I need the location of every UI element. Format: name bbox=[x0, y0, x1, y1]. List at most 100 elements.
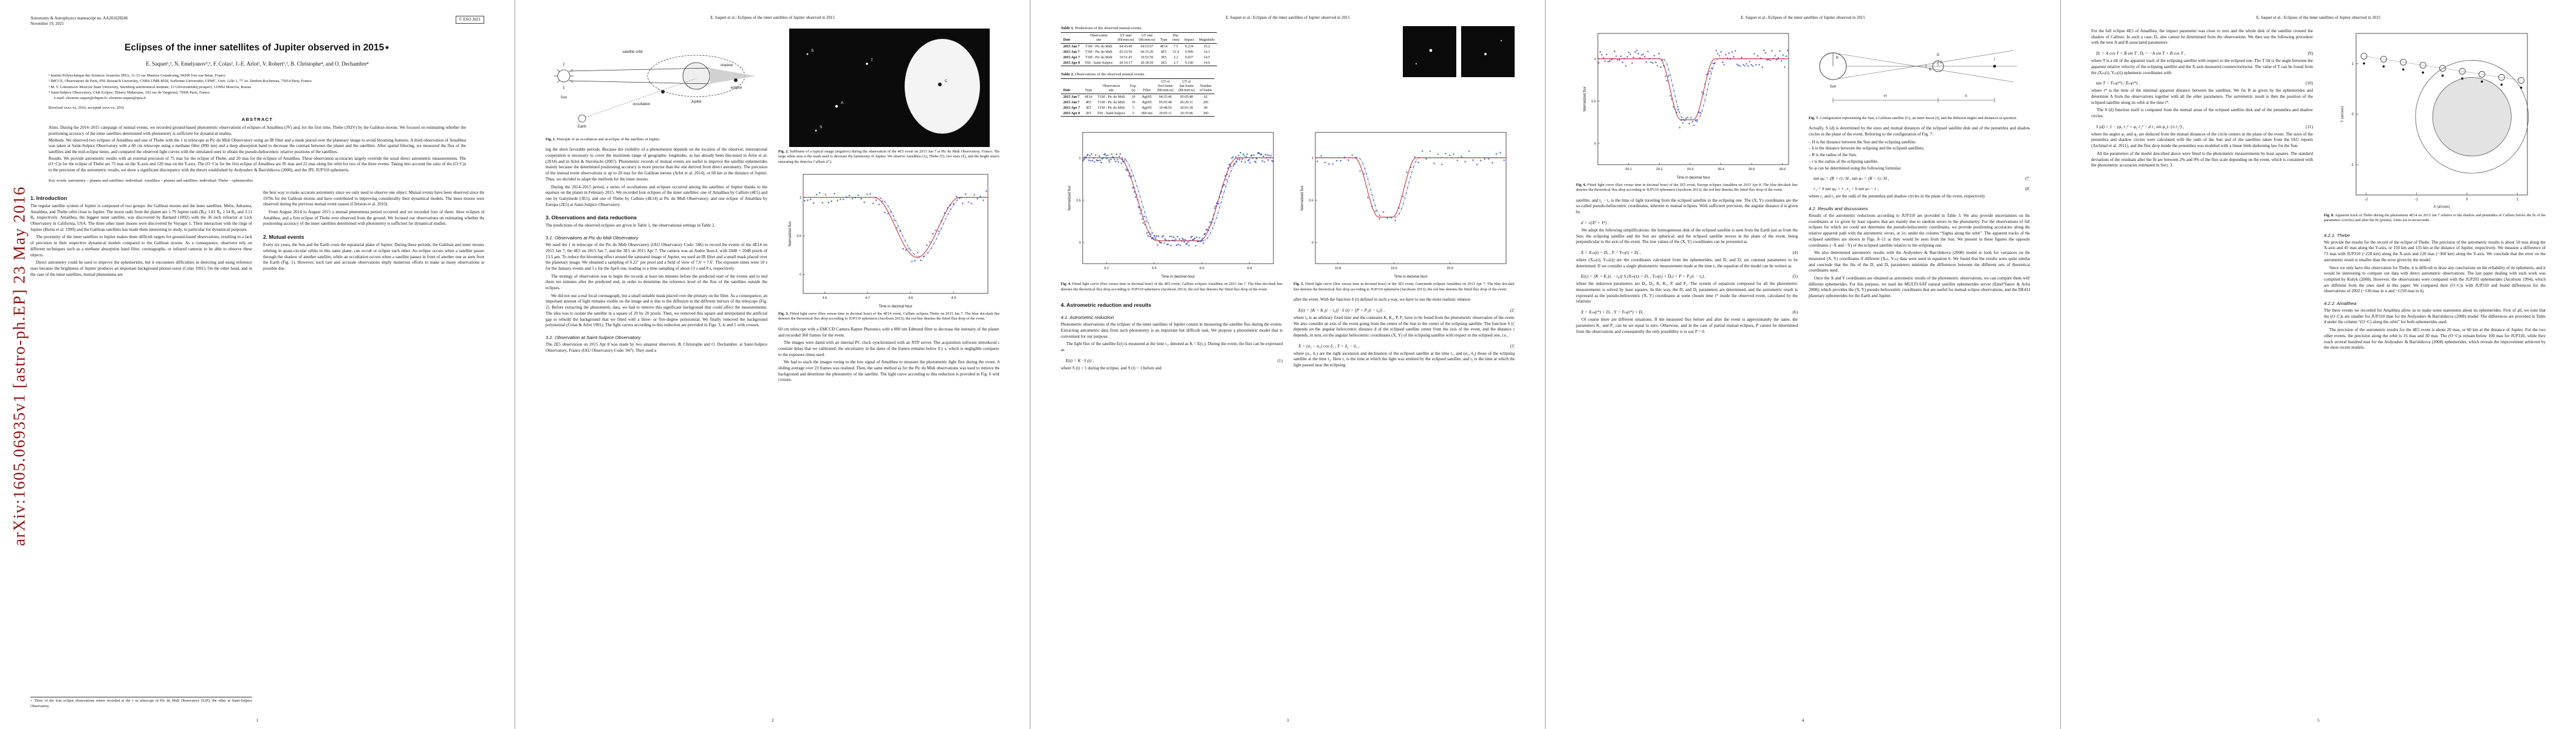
column-header: Type bbox=[1082, 78, 1095, 95]
table-title-label: Table 2. bbox=[1061, 72, 1074, 77]
equation-number: (4) bbox=[1792, 249, 1798, 255]
equation-5: E(tᵢ) = [K + K₁(tᵢ − t₀)] S (Xₜₕ(tᵢ) + D… bbox=[1581, 273, 1798, 279]
table-cell: 2E5 bbox=[1085, 111, 1092, 115]
table-2: Date Type Observation site Exp. (s) Filter UT… bbox=[1061, 78, 1394, 117]
equation-body: X = (α₂ − α₁) cos δ₁ , Y = δ₂ − δ₁ , bbox=[1298, 343, 1360, 349]
tables-area: Table 1. Predictions of the observed mut… bbox=[1061, 26, 1515, 123]
table-1: Date Observation site UT start (hh:mm:ss) U… bbox=[1061, 32, 1394, 67]
paragraph: Of course there are different situations… bbox=[1576, 317, 1798, 334]
figure-caption: Fig. 5. Fitted light curve (flux versus … bbox=[1293, 282, 1515, 292]
equation-1: E(t) = K · S (t) , (1) bbox=[1066, 358, 1283, 363]
table-title-text: Predictions of the observed mutual event… bbox=[1075, 26, 1142, 30]
svg-text:20.2: 20.2 bbox=[1656, 168, 1662, 171]
star-dot bbox=[806, 53, 808, 55]
figure-caption-text: Fitted light curve (flux versus time in … bbox=[778, 312, 999, 321]
figure-caption-label: Fig. 7. bbox=[1809, 116, 1819, 120]
definition-item: – R is the radius of the Sun; bbox=[1809, 152, 1857, 158]
fig3-lightcurve-plot: 4.6 4.7 4.8 4.9 0 0.5 1 Time in decimal hour Nor… bbox=[789, 174, 988, 309]
keywords-line: Key words. astrometry – planets and sate… bbox=[48, 178, 253, 183]
left-column: Sun Earth Jupiter satellite orbit eclips… bbox=[546, 29, 767, 711]
table-row: 2015 Jan 7 T1M - Pic du Midi 05:23:56 06:15… bbox=[1061, 49, 1217, 55]
svg-text:Time in decimal hour: Time in decimal hour bbox=[1676, 176, 1710, 180]
table-cell: 20:03:38 bbox=[1180, 106, 1193, 110]
table-cell: 49 bbox=[1204, 106, 1208, 110]
equation-7: tan φₚ = (R + r) ∕ H , tan φₛ = (R − r) … bbox=[1814, 176, 2030, 181]
tangent-line bbox=[1832, 50, 2014, 80]
svg-text:Normalized flux: Normalized flux bbox=[789, 221, 792, 246]
paragraph: For the full eclipse 4E5 of Amalthea, th… bbox=[2091, 29, 2313, 46]
table-cell: 2015 Apr 7 bbox=[1063, 55, 1080, 60]
table-cell: 2.2 bbox=[1173, 55, 1179, 60]
svg-text:5.2: 5.2 bbox=[1104, 267, 1109, 270]
svg-text:6.0: 6.0 bbox=[1199, 267, 1204, 270]
table-cell: T60 - Saint-Sulpice bbox=[1097, 111, 1125, 115]
subsection-heading-pic-du-midi: 3.1. Observations at Pic du Midi Observa… bbox=[546, 235, 639, 241]
table-cell: 19:53:59 bbox=[1140, 55, 1154, 60]
svg-text:Normalized flux: Normalized flux bbox=[1068, 186, 1072, 211]
observation-frame-1 bbox=[1403, 26, 1456, 77]
page-number: 2 bbox=[771, 718, 774, 723]
running-head: E. Saquet et al.: Eclipses of the inner … bbox=[1225, 16, 1350, 20]
fig7-r-label: r bbox=[1941, 61, 1942, 65]
table-cell: 0.234 bbox=[1185, 44, 1193, 49]
subsection-heading-thebe: 4.2.1. Thebe bbox=[2324, 232, 2351, 238]
data-table: Date Type Observation site Exp. (s) Filter UT… bbox=[1061, 78, 1214, 117]
table-row: 2015 Apr 8 2E5 T60 - Saint-Sulpice 5 890 nm 2… bbox=[1061, 111, 1214, 117]
equation-3: X = (α₂ − α₁) cos δ₁ , Y = δ₂ − δ₁ , (3) bbox=[1298, 343, 1515, 349]
paragraph: The regular satellite system of Jupiter … bbox=[30, 203, 252, 232]
track-circles-before-fit bbox=[2360, 53, 2524, 84]
figure-caption-text: Apparent track of Thebe during the pheno… bbox=[2324, 213, 2546, 223]
fig7-R-label: R bbox=[1836, 56, 1839, 60]
paragraph: From August 2014 to August 2015 a mutual… bbox=[263, 209, 484, 227]
figure-caption: Fig. 7. Configuration representing the S… bbox=[1809, 116, 2030, 121]
section-heading-observations: 3. Observations and data reductions bbox=[546, 214, 637, 221]
penumbra-circle bbox=[2414, 60, 2529, 174]
svg-text:20.3: 20.3 bbox=[1687, 168, 1693, 171]
star-dot bbox=[1500, 39, 1502, 42]
equation-body: tan T = Ẏₜₕ(t*) ∕ Ẋₜₕ(t*) , bbox=[2096, 80, 2140, 86]
figure-caption: Fig. 8. Apparent track of Thebe during t… bbox=[2324, 213, 2546, 224]
table-row: 2015 Apr 7 T1M - Pic du Midi 19:51:45 19:53… bbox=[1061, 55, 1217, 60]
svg-text:Normalized flux: Normalized flux bbox=[1583, 86, 1587, 111]
equation-number: (11) bbox=[2306, 123, 2313, 129]
table-2-title: Table 2. Observations of the observed mu… bbox=[1061, 72, 1394, 77]
table-cell: 7.5 bbox=[1173, 44, 1179, 49]
paragraph: where S (t) < 1 during the eclipse, and … bbox=[1061, 365, 1162, 371]
svg-text:0.5: 0.5 bbox=[1591, 100, 1596, 103]
table-cell: 2015 Jan 7 bbox=[1063, 50, 1080, 54]
equation-body: X = Xₜₕ(t) + Dₓ , Y = Yₜₕ(t) + Dᵧ , bbox=[1581, 249, 1641, 255]
svg-text:4.7: 4.7 bbox=[865, 296, 870, 300]
paragraph: We adopt the following simplifications: … bbox=[1576, 227, 1798, 245]
paragraph: We also determined astrometric results w… bbox=[1809, 250, 2030, 273]
right-column: the best way to make accurate astrometry… bbox=[263, 190, 484, 711]
fig5-lightcurve-plot: 19.8 19.9 20.0 0 0.5 1 Time in decimal hour Nor… bbox=[1301, 132, 1506, 279]
manuscript-header: Astronomy & Astrophysics manuscript no. … bbox=[30, 16, 484, 27]
email-line: e-mail: eleonore.saquet@obspm.fr; eleono… bbox=[53, 96, 146, 101]
paragraph: The three events we recorded for Amalthe… bbox=[2324, 308, 2546, 325]
table-cell: 3E5 bbox=[1160, 55, 1167, 60]
figure-caption: Fig. 1. Principle of an occultation and … bbox=[546, 137, 767, 142]
table-cell: 10 bbox=[1131, 100, 1136, 104]
manuscript-number: Astronomy & Astrophysics manuscript no. … bbox=[30, 16, 128, 21]
two-column-body: 1. Introduction The regular satellite sy… bbox=[30, 190, 484, 711]
column-header: Observation site bbox=[1094, 78, 1128, 95]
column-header: Date bbox=[1061, 78, 1083, 95]
authors-line: E. Saquet¹,², N. Emelyanov³,², F. Colas²… bbox=[146, 60, 369, 67]
fig7-phi-label: φ bbox=[1929, 67, 1931, 71]
paragraph: The 2E5 observation on 2015 Apr 8 was ma… bbox=[546, 341, 767, 353]
paragraph: after the event. With the function S (t)… bbox=[1293, 297, 1471, 303]
paragraph: satellite, and t₂ − t₁ is the time of li… bbox=[1576, 197, 1798, 215]
svg-text:1: 1 bbox=[1311, 157, 1313, 160]
table-title-label: Table 1. bbox=[1061, 26, 1074, 30]
equation-11: S (d) = 1 − (φ₁ r₁² + φ₂ r₂² − d r₁ sin … bbox=[2096, 124, 2313, 129]
equation-d: d = √(X² + Y²) . bbox=[1581, 220, 1798, 225]
affiliation: ² IMCCE, Observatoire de Paris, PSL Rese… bbox=[48, 79, 312, 84]
svg-text:1: 1 bbox=[1078, 157, 1080, 160]
page-number: 1 bbox=[256, 718, 259, 723]
fig7-sun-label: Sun bbox=[1829, 85, 1836, 89]
definition-item: – h is the distance between the eclipsin… bbox=[1809, 146, 1925, 151]
figure-3: 4.6 4.7 4.8 4.9 0 0.5 1 Time in decimal hour Nor… bbox=[778, 169, 999, 322]
definition-item: – r is the radius of the eclipsing satel… bbox=[1809, 159, 1879, 164]
figure-7: Sun G I H h R r φ Fig. 7. Configuration … bbox=[1809, 29, 2030, 121]
table-cell: 4E5 bbox=[1085, 100, 1092, 104]
